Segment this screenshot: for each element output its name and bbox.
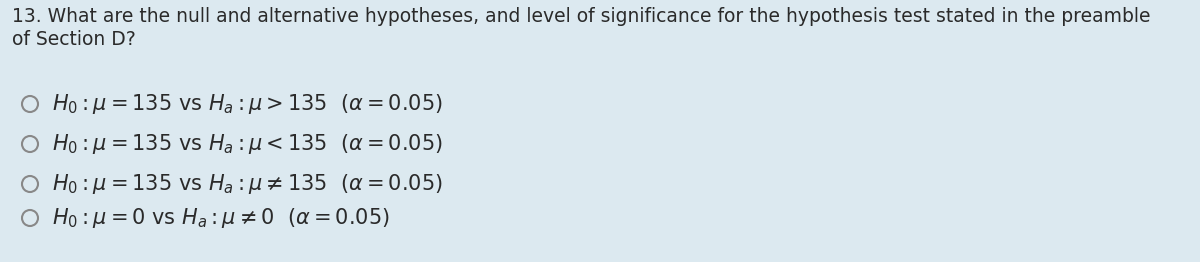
Text: $H_0 : \mu = 135$ vs $H_a : \mu < 135$  $(\alpha = 0.05)$: $H_0 : \mu = 135$ vs $H_a : \mu < 135$ $…	[52, 132, 443, 156]
Text: of Section D?: of Section D?	[12, 30, 136, 49]
Text: 13. What are the null and alternative hypotheses, and level of significance for : 13. What are the null and alternative hy…	[12, 7, 1151, 26]
Text: $H_0 : \mu = 135$ vs $H_a : \mu > 135$  $(\alpha = 0.05)$: $H_0 : \mu = 135$ vs $H_a : \mu > 135$ $…	[52, 92, 443, 116]
Text: $H_0 : \mu = 135$ vs $H_a : \mu \neq 135$  $(\alpha = 0.05)$: $H_0 : \mu = 135$ vs $H_a : \mu \neq 135…	[52, 172, 443, 196]
Text: $H_0 : \mu = 0$ vs $H_a : \mu \neq 0$  $(\alpha = 0.05)$: $H_0 : \mu = 0$ vs $H_a : \mu \neq 0$ $(…	[52, 206, 390, 230]
